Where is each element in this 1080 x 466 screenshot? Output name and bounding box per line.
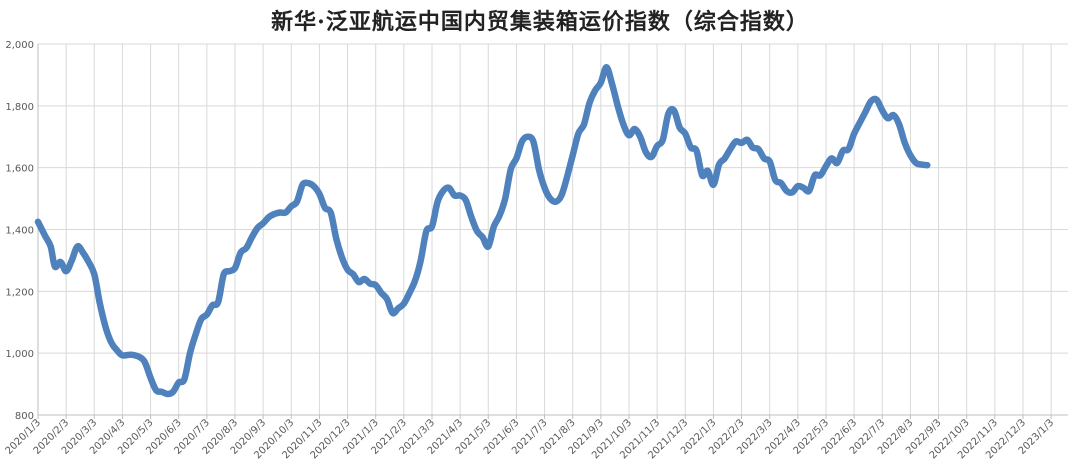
y-tick-label: 800 bbox=[15, 411, 34, 422]
y-tick-label: 1,400 bbox=[5, 226, 34, 237]
y-tick-label: 1,200 bbox=[5, 287, 34, 298]
chart-title: 新华·泛亚航运中国内贸集装箱运价指数（综合指数） bbox=[271, 9, 809, 35]
y-tick-label: 1,000 bbox=[5, 349, 34, 360]
y-tick-label: 2,000 bbox=[5, 40, 34, 51]
y-tick-label: 1,800 bbox=[5, 102, 34, 113]
series-line bbox=[34, 63, 931, 398]
y-tick-label: 1,600 bbox=[5, 164, 34, 175]
